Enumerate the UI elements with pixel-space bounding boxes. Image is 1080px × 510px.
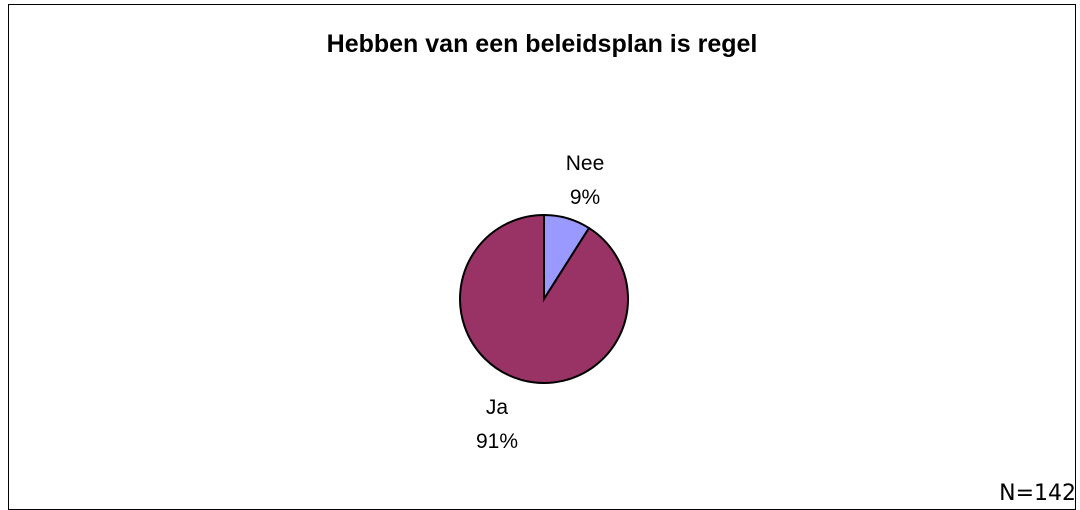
sample-size-note: N=142 <box>999 481 1076 506</box>
slice-value-label-ja: 91% <box>476 430 518 453</box>
chart-title: Hebben van een beleidsplan is regel <box>326 30 758 58</box>
slice-label-nee: Nee <box>566 152 605 175</box>
slice-value-label-nee: 9% <box>570 186 600 209</box>
slice-label-ja: Ja <box>486 396 509 419</box>
pie-slice-ja <box>459 213 629 384</box>
